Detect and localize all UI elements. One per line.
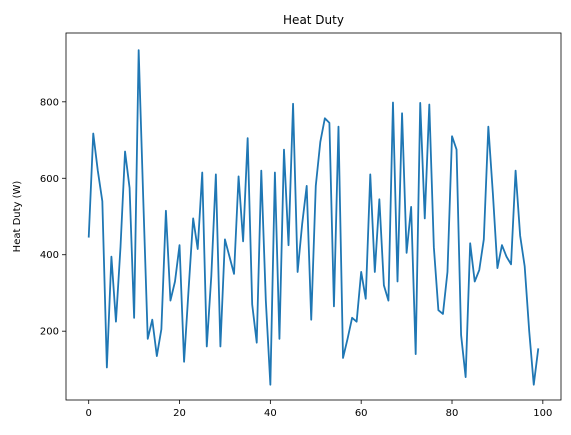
x-tick-label: 100 bbox=[533, 408, 552, 419]
y-tick-label: 200 bbox=[40, 327, 59, 338]
y-axis-title: Heat Duty (W) bbox=[12, 181, 23, 253]
x-tick-label: 80 bbox=[446, 408, 459, 419]
x-tick-label: 60 bbox=[355, 408, 368, 419]
x-tick-label: 40 bbox=[264, 408, 277, 419]
series-line-heat-duty bbox=[87, 49, 540, 386]
plot-frame bbox=[65, 32, 562, 401]
x-tick-label: 20 bbox=[173, 408, 186, 419]
y-tick-label: 800 bbox=[40, 97, 59, 108]
x-tick-label: 0 bbox=[86, 408, 92, 419]
y-tick-label: 600 bbox=[40, 174, 59, 185]
axis-ticks: 0 20 40 60 80 100 200 400 600 800 bbox=[40, 97, 552, 419]
chart-title: Heat Duty bbox=[283, 13, 344, 27]
y-tick-label: 400 bbox=[40, 250, 59, 261]
